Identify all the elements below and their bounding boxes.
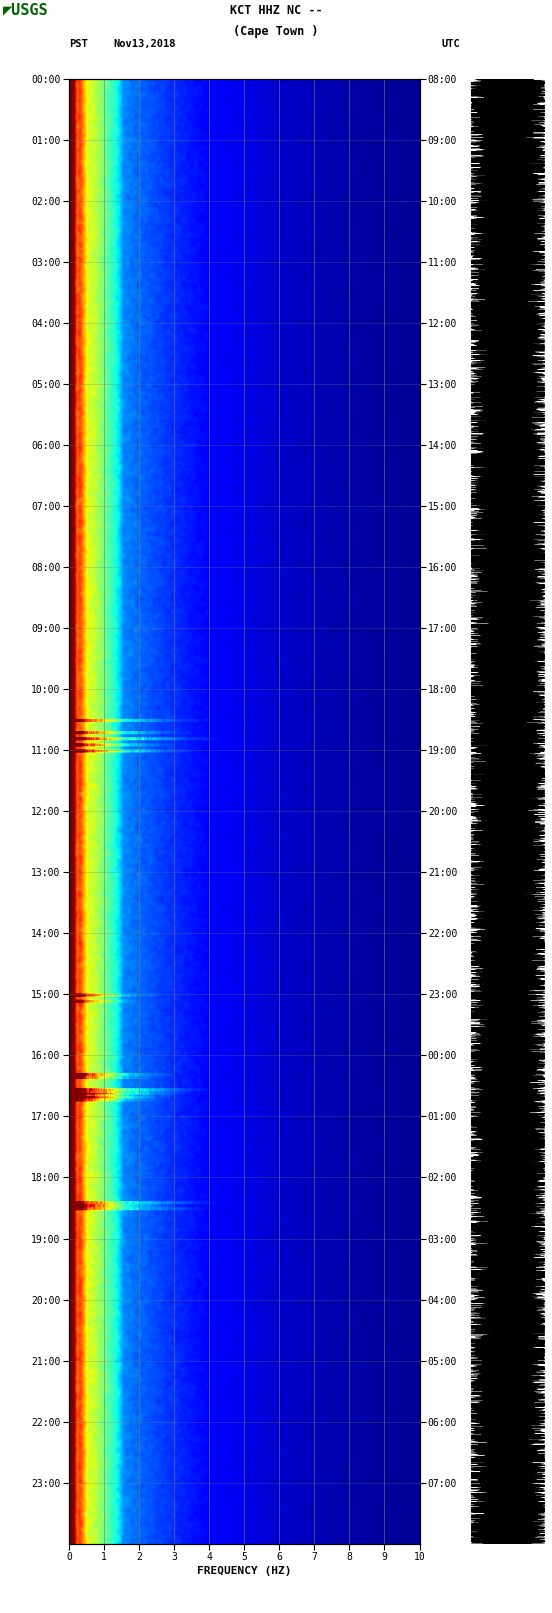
Text: (Cape Town ): (Cape Town ) — [233, 24, 319, 39]
Text: UTC: UTC — [442, 39, 460, 48]
Text: ◤USGS: ◤USGS — [3, 3, 49, 18]
Text: KCT HHZ NC --: KCT HHZ NC -- — [230, 5, 322, 18]
Text: Nov13,2018: Nov13,2018 — [113, 39, 176, 48]
X-axis label: FREQUENCY (HZ): FREQUENCY (HZ) — [197, 1566, 291, 1576]
Text: PST: PST — [69, 39, 88, 48]
